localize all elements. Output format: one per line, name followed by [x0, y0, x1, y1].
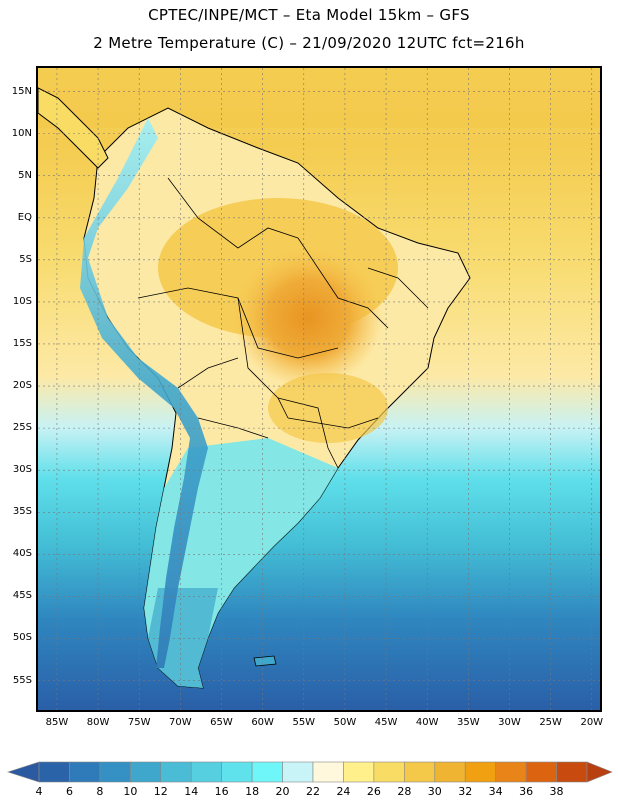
colorbar-swatch	[160, 761, 192, 783]
colorbar-tick-label: 26	[366, 785, 381, 798]
colorbar-tick-label: 14	[184, 785, 199, 798]
colorbar-tick-label: 4	[35, 785, 43, 798]
latitude-label: 15S	[12, 337, 32, 349]
longitude-label: 30W	[498, 717, 521, 728]
longitude-label: 40W	[415, 717, 439, 728]
colorbar-tick-label: 28	[397, 785, 412, 798]
colorbar-swatch	[38, 761, 70, 783]
longitude-label: 55W	[292, 717, 316, 728]
colorbar-swatch	[525, 761, 557, 783]
southeast-warm-zone	[268, 373, 388, 443]
longitude-label: 70W	[169, 717, 192, 728]
colorbar-swatch	[556, 761, 588, 783]
longitude-label: 85W	[45, 717, 69, 728]
colorbar-tick-label: 22	[306, 785, 320, 798]
colorbar-swatch	[464, 761, 496, 783]
colorbar-tick-label: 6	[65, 785, 73, 798]
latitude-label: 5S	[19, 253, 32, 265]
colorbar-tick-label: 24	[336, 785, 351, 798]
colorbar-tick-label: 36	[519, 785, 534, 798]
colorbar-low-arrow	[7, 761, 40, 783]
longitude-label: 60W	[251, 717, 274, 728]
colorbar-swatch	[434, 761, 466, 783]
latitude-label: 45S	[12, 590, 32, 602]
latitude-label: 25S	[12, 422, 32, 434]
latitude-label: 55S	[12, 674, 32, 686]
longitude-label: 50W	[333, 717, 357, 728]
colorbar-tick-label: 34	[488, 785, 503, 798]
colorbar-swatch	[221, 761, 253, 783]
latitude-label: 20S	[12, 380, 32, 392]
temperature-map	[36, 66, 602, 712]
map-title: CPTEC/INPE/MCT – Eta Model 15km – GFS	[148, 6, 470, 24]
central-brazil-hot-zone	[233, 248, 383, 388]
colorbar-tick-label: 30	[427, 785, 442, 798]
falkland-islands	[253, 655, 277, 667]
colorbar-swatch	[99, 761, 131, 783]
colorbar-tick-label: 12	[153, 785, 168, 798]
colorbar-swatch	[69, 761, 101, 783]
colorbar-swatch	[373, 761, 405, 783]
caribbean-warm-band	[38, 68, 600, 128]
longitude-label: 25W	[539, 717, 562, 728]
lat-lon-grid	[38, 68, 600, 710]
temperature-colorbar	[7, 761, 613, 783]
andes-cold-ridge	[80, 118, 208, 668]
colorbar-tick-label: 20	[275, 785, 290, 798]
longitude-label: 45W	[374, 717, 398, 728]
map-subtitle: 2 Metre Temperature (C) – 21/09/2020 12U…	[93, 34, 525, 52]
colorbar-tick-label: 16	[214, 785, 229, 798]
longitude-label: 75W	[127, 717, 151, 728]
colorbar-tick-label: 8	[96, 785, 104, 798]
colorbar-swatch	[130, 761, 162, 783]
colorbar-swatch	[282, 761, 314, 783]
colorbar-tick-label: 32	[458, 785, 473, 798]
colorbar-swatch	[312, 761, 344, 783]
latitude-label: EQ	[17, 211, 32, 223]
map-canvas	[38, 68, 600, 710]
latitude-label: 15N	[11, 85, 32, 97]
latitude-label: 5N	[18, 169, 32, 181]
colorbar-tick-label: 10	[123, 785, 138, 798]
colorbar-swatch	[404, 761, 436, 783]
colorbar-swatch	[495, 761, 527, 783]
colorbar-swatch	[251, 761, 283, 783]
latitude-label: 35S	[12, 506, 32, 518]
colorbar-tick-label: 38	[549, 785, 564, 798]
longitude-label: 20W	[580, 717, 604, 728]
central-america	[38, 87, 109, 169]
colorbar-swatch	[343, 761, 375, 783]
longitude-label: 65W	[210, 717, 233, 728]
latitude-label: 10N	[11, 127, 32, 139]
latitude-label: 10S	[12, 295, 32, 307]
colorbar-high-arrow	[586, 761, 613, 783]
longitude-label: 35W	[457, 717, 480, 728]
latitude-label: 40S	[12, 548, 32, 560]
longitude-label: 80W	[86, 717, 110, 728]
colorbar-swatch	[190, 761, 222, 783]
latitude-label: 50S	[12, 632, 32, 644]
colorbar-tick-label: 18	[245, 785, 260, 798]
latitude-label: 30S	[12, 464, 32, 476]
